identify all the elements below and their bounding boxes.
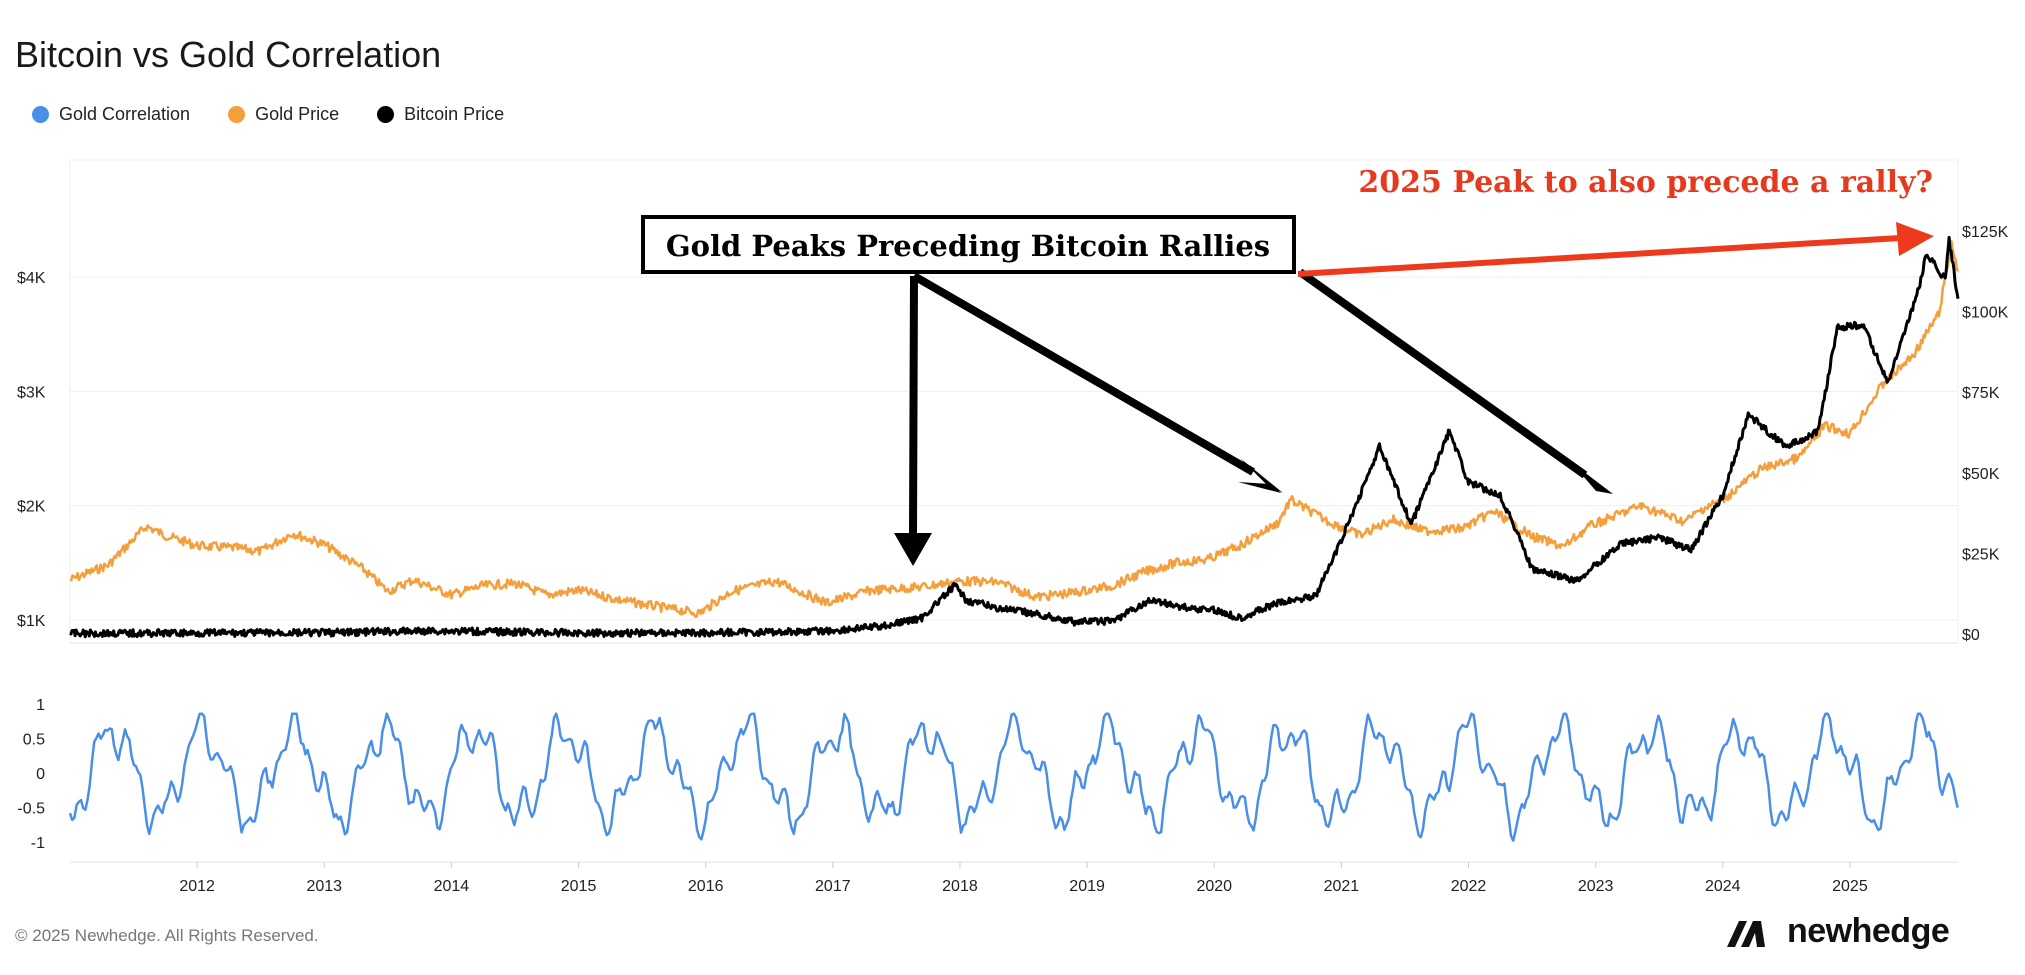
y-right-tick-label: $125K	[1962, 224, 2009, 241]
y-axis-left: $1K $2K $3K $4K	[17, 270, 46, 630]
annotation-gold-peaks: Gold Peaks Preceding Bitcoin Rallies	[641, 215, 1613, 566]
red-arrow-head-icon	[1896, 222, 1934, 256]
x-tick-label: 2021	[1324, 878, 1360, 895]
gold-price-line	[69, 240, 1960, 619]
x-tick-label: 2016	[688, 878, 724, 895]
legend-label: Bitcoin Price	[404, 104, 505, 124]
copyright-footer: © 2025 Newhedge. All Rights Reserved.	[15, 926, 319, 945]
legend-label: Gold Correlation	[59, 104, 191, 124]
correlation-y-axis: 1 0.5 0 -0.5 -1	[17, 697, 45, 852]
x-tick-label: 2018	[942, 878, 978, 895]
y-left-tick-label: $1K	[17, 613, 46, 630]
y-right-tick-label: $100K	[1962, 305, 2009, 322]
annotation-box-text: Gold Peaks Preceding Bitcoin Rallies	[666, 229, 1270, 263]
arrow-head-icon	[1571, 462, 1613, 494]
arrow-line	[909, 275, 918, 536]
y-right-tick-label: $25K	[1962, 546, 2000, 563]
x-tick-label: 2024	[1705, 878, 1741, 895]
legend-item-gold-price[interactable]: Gold Price	[228, 104, 339, 125]
x-tick-label: 2013	[306, 878, 342, 895]
x-tick-label: 2025	[1832, 878, 1868, 895]
y-right-tick-label: $75K	[1962, 385, 2000, 402]
legend-dot-icon	[228, 106, 246, 123]
arrow-head-icon	[1240, 458, 1283, 493]
corr-tick-label: 0.5	[23, 732, 45, 749]
main-gridlines	[70, 276, 1958, 621]
chart-legend: Gold Correlation Gold Price Bitcoin Pric…	[32, 104, 504, 125]
y-left-tick-label: $4K	[17, 270, 46, 287]
red-arrow-line	[1297, 235, 1901, 277]
annotation-red-text: 2025 Peak to also precede a rally?	[1358, 165, 1933, 200]
y-axis-right: $0 $25K $50K $75K $100K $125K	[1962, 224, 2009, 644]
newhedge-logo-icon	[1727, 920, 1765, 947]
x-tick-label: 2014	[434, 878, 470, 895]
page-title: Bitcoin vs Gold Correlation	[15, 34, 442, 75]
x-tick-label: 2022	[1451, 878, 1487, 895]
bitcoin-price-line	[69, 235, 1960, 639]
arrow-head-icon	[894, 533, 932, 566]
legend-item-gold-correlation[interactable]: Gold Correlation	[32, 104, 190, 125]
corr-tick-label: -1	[31, 835, 45, 852]
arrow-line	[911, 272, 1256, 476]
legend-item-bitcoin-price[interactable]: Bitcoin Price	[377, 104, 504, 125]
legend-dot-icon	[32, 106, 49, 123]
arrow-head-icon	[1238, 482, 1281, 493]
x-tick-label: 2020	[1196, 878, 1232, 895]
legend-label: Gold Price	[255, 104, 340, 124]
y-left-tick-label: $2K	[17, 499, 46, 516]
brand-name: newhedge	[1787, 912, 1950, 950]
x-tick-label: 2023	[1578, 878, 1614, 895]
legend-dot-icon	[377, 106, 395, 123]
brand-logo[interactable]: newhedge	[1727, 912, 1950, 951]
x-tick-label: 2012	[179, 878, 215, 895]
y-right-tick-label: $0	[1962, 627, 1980, 644]
x-tick-label: 2015	[561, 878, 597, 895]
gold-price-series	[69, 240, 1960, 619]
arrow-line	[1297, 268, 1588, 479]
corr-tick-label: 1	[36, 697, 45, 714]
corr-tick-label: 0	[36, 766, 45, 783]
gold-correlation-series	[68, 712, 1959, 842]
x-axis: 2012 2013 2014 2015 2016 2017 2018 2019 2020 2021…	[70, 861, 1958, 895]
x-tick-label: 2017	[815, 878, 851, 895]
black-arrows	[909, 268, 1588, 536]
x-tick-label: 2019	[1069, 878, 1105, 895]
bitcoin-price-series	[69, 235, 1960, 639]
annotation-box	[641, 215, 1296, 274]
y-right-tick-label: $50K	[1962, 466, 2000, 483]
y-left-tick-label: $3K	[17, 384, 46, 401]
gold-correlation-line	[68, 712, 1959, 842]
annotation-2025-peak: 2025 Peak to also precede a rally?	[1297, 165, 1934, 277]
corr-tick-label: -0.5	[17, 801, 45, 818]
